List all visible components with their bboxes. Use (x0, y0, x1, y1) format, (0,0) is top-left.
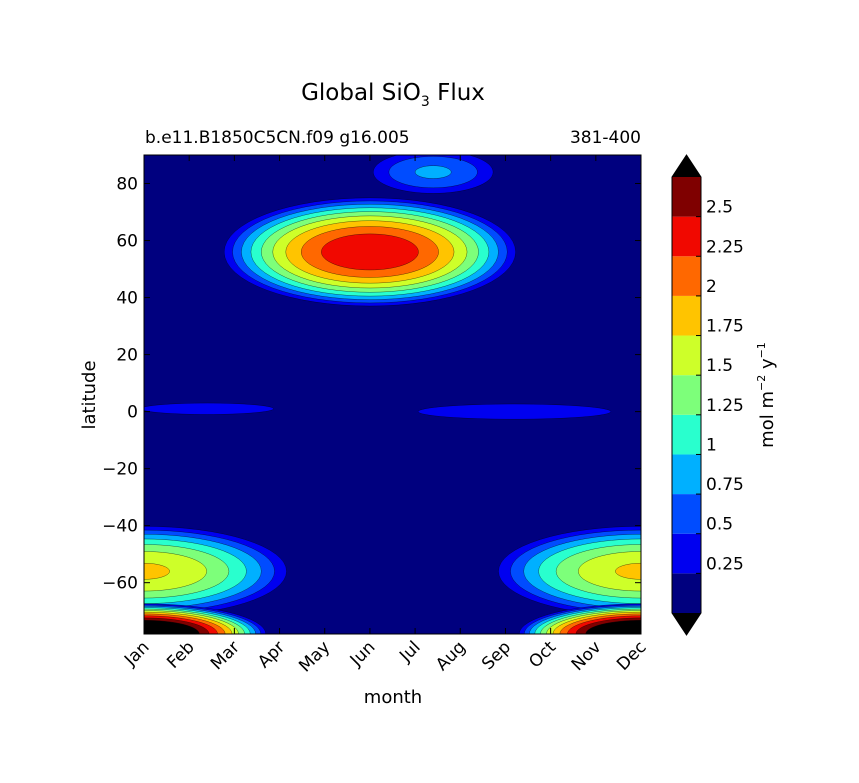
colorbar-segment (672, 533, 701, 574)
colorbar-tick-label: 1 (706, 435, 717, 455)
x-tick-label: May (295, 637, 334, 676)
colorbar-segment (672, 454, 701, 495)
colorbar-outline (671, 154, 702, 636)
colorbar-segment (672, 573, 701, 613)
contour-level-southern-summer-belt (578, 551, 641, 592)
colorbar-over-arrow (672, 155, 701, 177)
title-main: Global SiO (301, 80, 421, 106)
colorbar-tick-label: 0.25 (706, 554, 744, 574)
y-axis-label: latitude (79, 360, 100, 429)
x-tick-label: Sep (478, 637, 515, 674)
colorbar-segment (672, 256, 701, 296)
colorbar-label-exp2: −1 (755, 342, 768, 358)
colorbar-label-mid: y (757, 358, 778, 375)
x-tick-label: Dec (613, 637, 650, 674)
chart-title: Global SiO3 Flux (301, 80, 485, 110)
x-tick-label: Jan (120, 637, 153, 670)
x-tick-label: Oct (525, 637, 560, 672)
x-tick-label: Jun (346, 637, 380, 671)
x-tick-label: Jul (395, 637, 424, 666)
y-tick-label: −20 (102, 460, 138, 480)
colorbar-segment (672, 335, 701, 376)
subtitle-right: 381-400 (570, 128, 641, 148)
colorbar-segment (672, 375, 701, 415)
y-tick-label: 60 (116, 232, 138, 252)
contour-level-northern-arctic-plume (414, 165, 452, 179)
contour-layer (144, 155, 641, 634)
colorbar-tick-label: 1.75 (706, 317, 744, 337)
title-suffix: Flux (430, 80, 485, 106)
title-subscript: 3 (421, 94, 430, 110)
x-tick-label: Feb (163, 637, 198, 672)
colorbar-tick-label: 1.5 (706, 356, 733, 376)
plot-frame (143, 154, 642, 635)
y-tick-label: 20 (116, 346, 138, 366)
plot-area (143, 154, 642, 635)
colorbar-label: mol m−2 y−1 (755, 342, 778, 448)
colorbar-under-arrow (672, 613, 701, 635)
contour-level-northern-bloom (321, 233, 419, 271)
colorbar-tick-label: 2.5 (706, 198, 733, 218)
y-tick-label: −60 (102, 574, 138, 594)
colorbar-tick-label: 0.75 (706, 475, 744, 495)
y-tick-label: 0 (127, 403, 138, 423)
colorbar-label-unit: mol m (757, 391, 778, 448)
colorbar-tick-label: 1.25 (706, 396, 744, 416)
colorbar-segment (672, 177, 701, 217)
x-tick-label: Aug (432, 637, 470, 675)
y-tick-label: 40 (116, 289, 138, 309)
colorbar-tick-label: 0.5 (706, 515, 733, 535)
y-axis: 80 60 40 20 0 −20 −40 −60 (102, 175, 641, 594)
colorbar-tick-label: 2.25 (706, 237, 744, 257)
contour-level-equatorial-band-early (144, 402, 274, 415)
subtitle-left: b.e11.B1850C5CN.f09 g16.005 (145, 128, 410, 148)
contour-level-southern-summer-belt (615, 562, 641, 580)
colorbar: 0.25 0.5 0.75 1 1.25 1.5 1.75 2 2.25 2.5 (671, 154, 744, 636)
x-tick-label: Apr (254, 637, 289, 672)
x-tick-label: Mar (207, 637, 244, 674)
contour-level-equatorial-band-late (417, 403, 612, 420)
x-axis-label: month (364, 687, 422, 708)
x-tick-label: Nov (568, 637, 606, 675)
y-tick-label: 80 (116, 175, 138, 195)
colorbar-segment (672, 494, 701, 534)
y-tick-label: −40 (102, 517, 138, 537)
colorbar-segment (672, 216, 701, 257)
colorbar-label-exp1: −2 (755, 375, 768, 391)
colorbar-tick-label: 2 (706, 277, 717, 297)
colorbar-segment (672, 295, 701, 336)
colorbar-segment (672, 414, 701, 455)
